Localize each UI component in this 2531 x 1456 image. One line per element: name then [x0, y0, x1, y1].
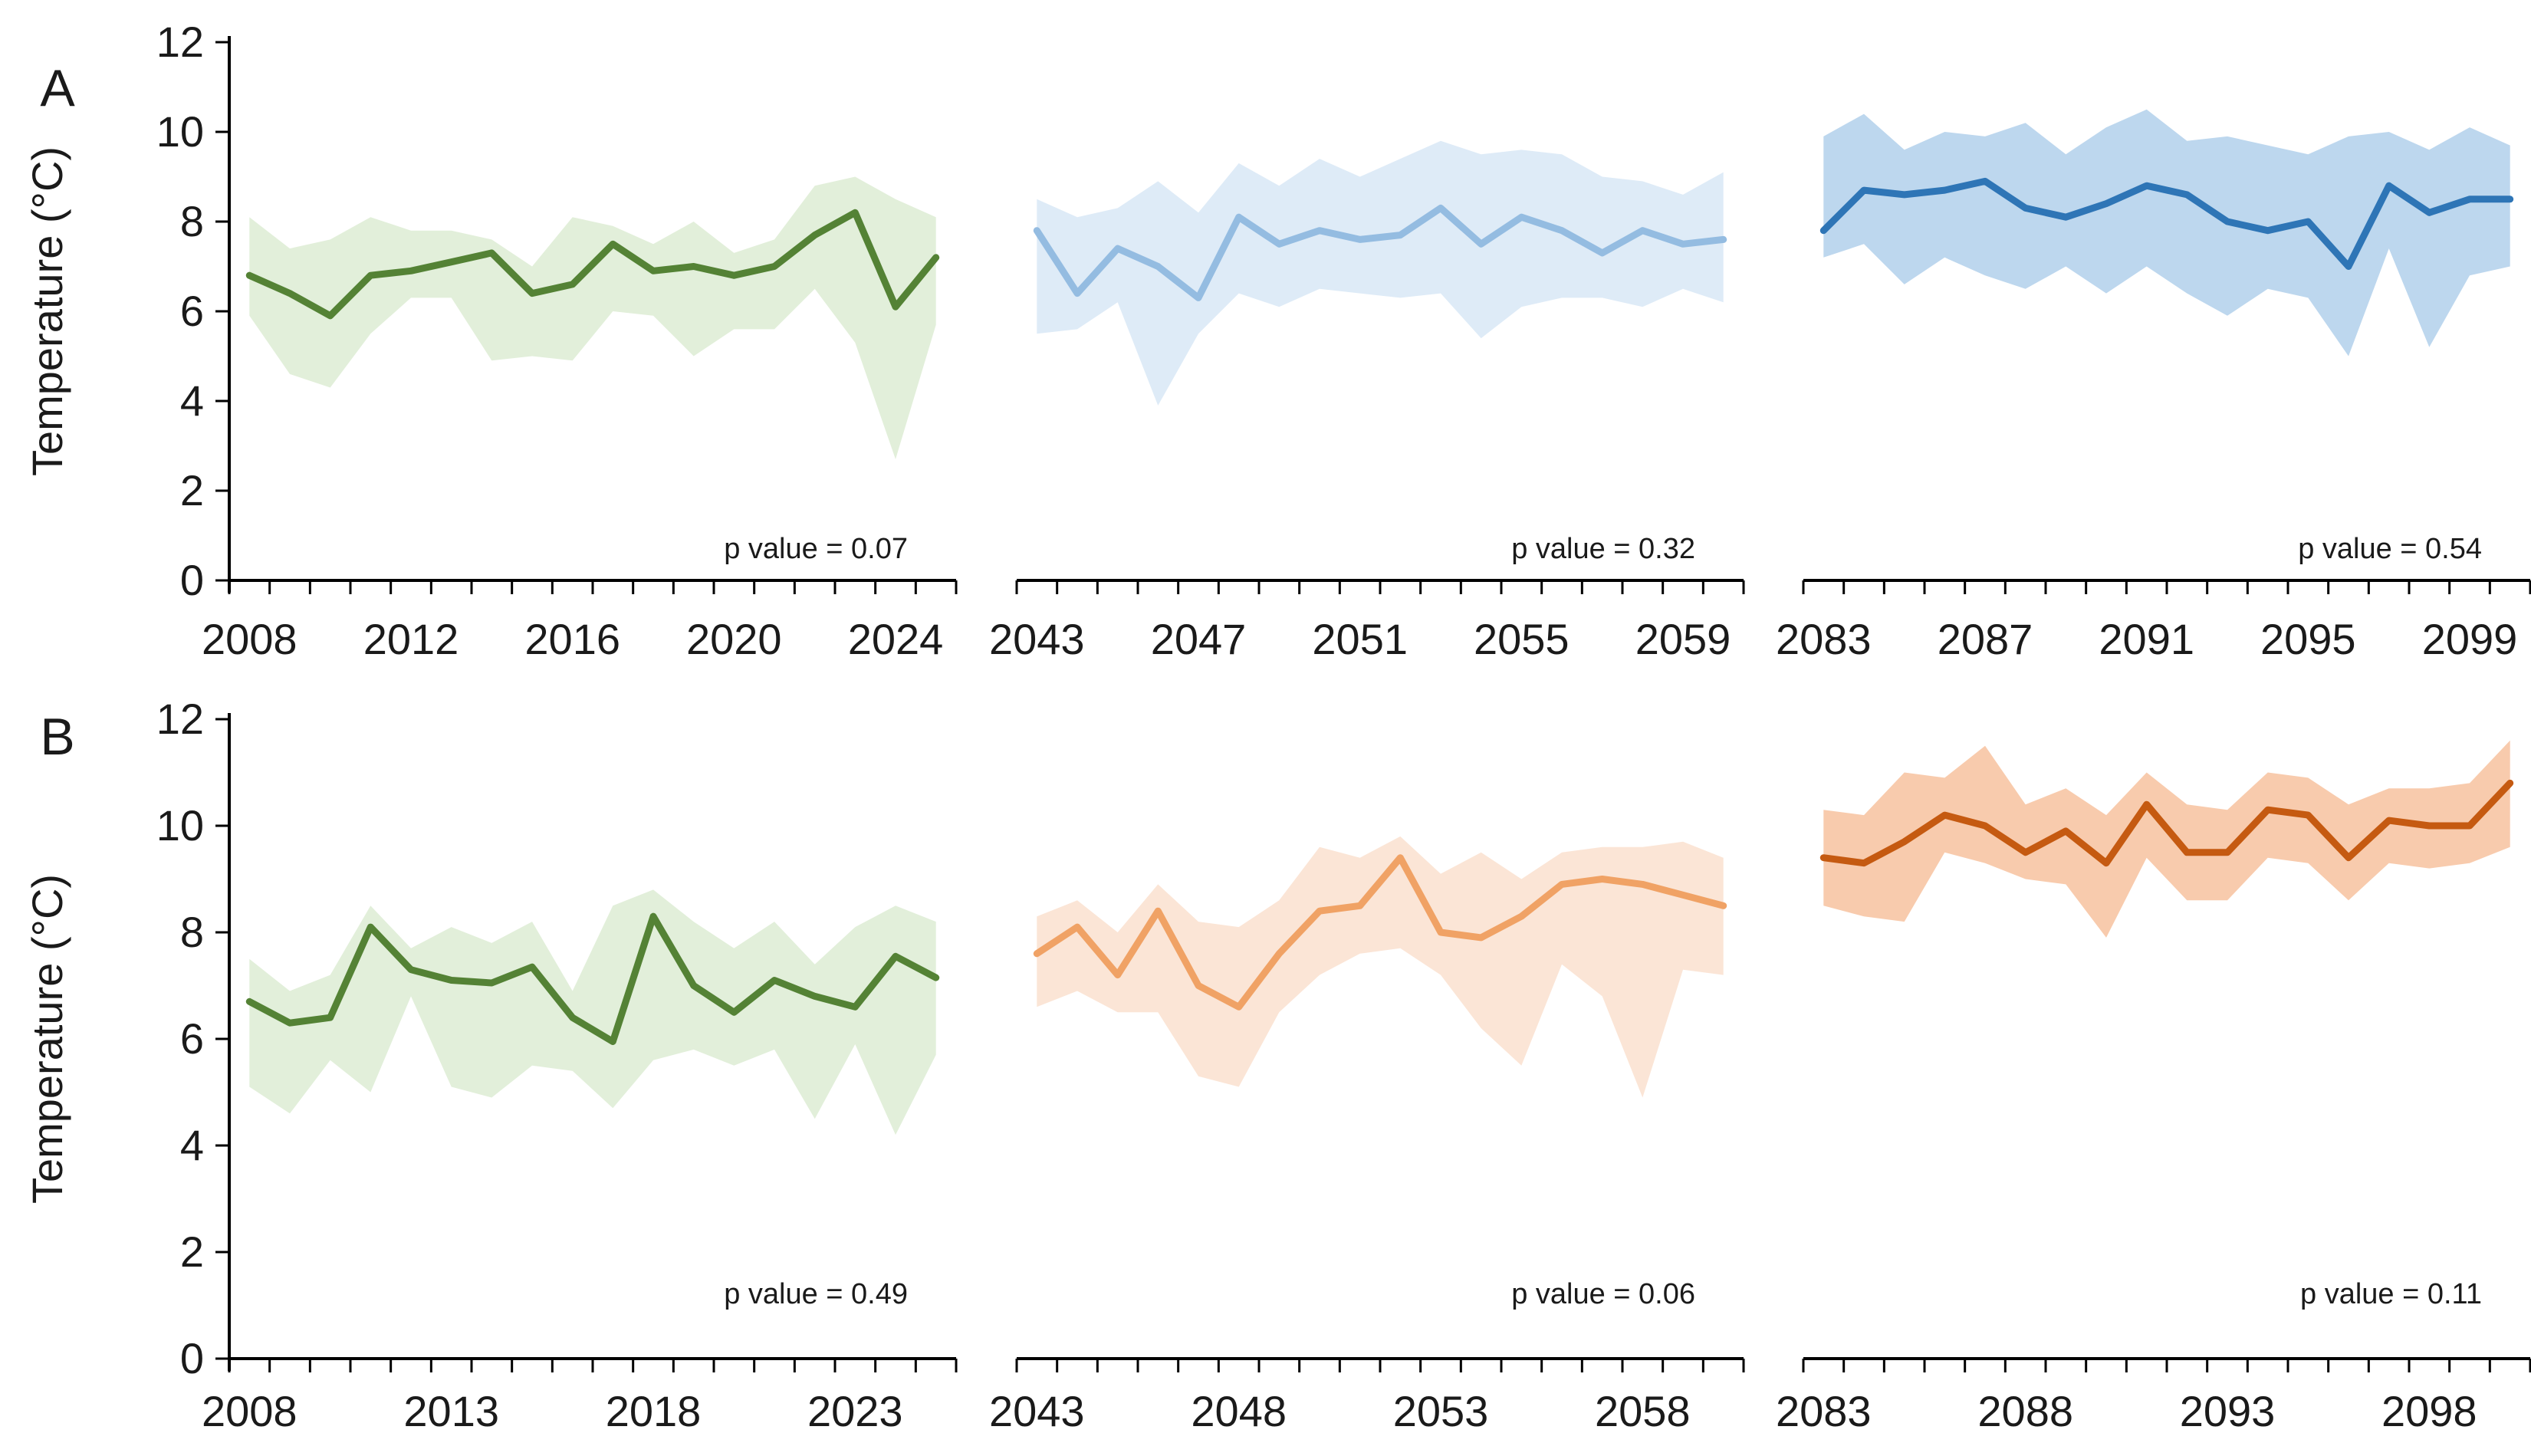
confidence-band-a1: [249, 176, 936, 459]
confidence-band-b3: [1823, 740, 2510, 938]
row-label-b: B: [40, 708, 75, 766]
row-label-a: A: [40, 59, 75, 117]
confidence-band-a2: [1037, 140, 1724, 406]
confidence-band-b2: [1037, 836, 1724, 1098]
y-tick-label-b1: 0: [180, 1334, 204, 1382]
mean-line-b2: [1033, 854, 1727, 1011]
y-tick-label-a1: 6: [180, 287, 204, 335]
x-tick-label-a3: 2083: [1776, 615, 1872, 663]
x-tick-label-b2: 2048: [1191, 1387, 1287, 1435]
p-value-label-a2: p value = 0.32: [1511, 533, 1695, 565]
mean-line-a1: [245, 209, 940, 320]
x-tick-label-a3: 2091: [2099, 615, 2194, 663]
y-tick-label-b1: 12: [156, 695, 204, 743]
mean-line-a3: [1819, 177, 2514, 270]
p-value-label-a1: p value = 0.07: [724, 533, 908, 565]
x-tick-label-b3: 2083: [1776, 1387, 1872, 1435]
x-tick-label-b2: 2053: [1393, 1387, 1489, 1435]
x-tick-label-b3: 2093: [2180, 1387, 2276, 1435]
x-tick-label-b1: 2023: [807, 1387, 903, 1435]
x-tick-label-a1: 2012: [363, 615, 459, 663]
x-tick-label-a3: 2087: [1938, 615, 2033, 663]
mean-line-b3: [1819, 779, 2514, 867]
x-tick-label-a1: 2016: [524, 615, 620, 663]
y-tick-label-b1: 6: [180, 1014, 204, 1063]
y-tick-label-b1: 8: [180, 908, 204, 956]
mean-line-a2: [1033, 204, 1727, 301]
x-tick-label-a1: 2008: [202, 615, 297, 663]
y-tick-label-b1: 2: [180, 1228, 204, 1276]
confidence-band-a3: [1823, 109, 2510, 357]
y-tick-label-a1: 0: [180, 556, 204, 604]
confidence-band-b1: [249, 889, 936, 1136]
x-tick-label-a2: 2055: [1474, 615, 1570, 663]
x-tick-label-b1: 2008: [202, 1387, 297, 1435]
x-tick-label-b1: 2013: [403, 1387, 499, 1435]
p-value-label-b1: p value = 0.49: [724, 1278, 908, 1310]
x-tick-label-b2: 2043: [989, 1387, 1085, 1435]
x-tick-label-a2: 2051: [1312, 615, 1408, 663]
y-tick-label-a1: 8: [180, 197, 204, 245]
x-tick-label-b1: 2018: [606, 1387, 702, 1435]
y-tick-label-b1: 10: [156, 801, 204, 850]
y-tick-label-a1: 2: [180, 466, 204, 514]
x-tick-label-a3: 2095: [2260, 615, 2356, 663]
x-tick-label-b2: 2058: [1595, 1387, 1691, 1435]
x-tick-label-b3: 2088: [1977, 1387, 2073, 1435]
x-tick-label-a2: 2043: [989, 615, 1085, 663]
y-tick-label-a1: 12: [156, 18, 204, 66]
x-tick-label-a2: 2059: [1635, 615, 1731, 663]
x-tick-label-a1: 2024: [848, 615, 944, 663]
y-tick-label-a1: 10: [156, 107, 204, 156]
x-tick-label-a2: 2047: [1151, 615, 1247, 663]
mean-line-b1: [245, 912, 940, 1045]
p-value-label-b2: p value = 0.06: [1511, 1278, 1695, 1310]
y-tick-label-a1: 4: [180, 376, 204, 425]
x-tick-label-b3: 2098: [2381, 1387, 2477, 1435]
p-value-label-a3: p value = 0.54: [2298, 533, 2482, 565]
y-tick-label-b1: 4: [180, 1121, 204, 1169]
p-value-label-b3: p value = 0.11: [2300, 1278, 2482, 1310]
x-tick-label-a1: 2020: [686, 615, 782, 663]
x-tick-label-a3: 2099: [2422, 615, 2518, 663]
